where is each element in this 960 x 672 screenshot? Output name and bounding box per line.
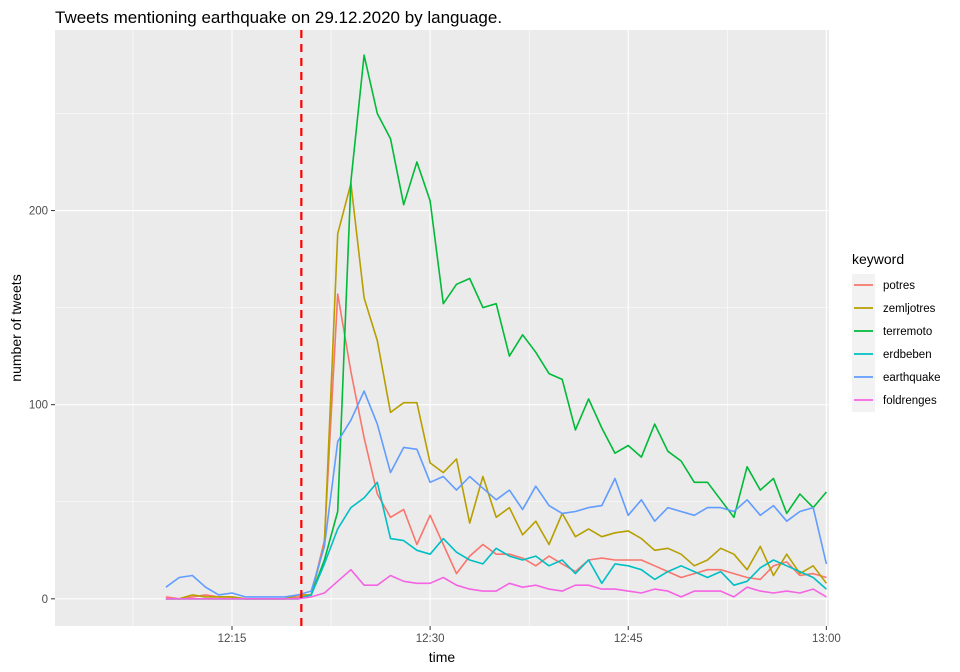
grid-major xyxy=(55,30,829,626)
legend-label-foldrenges: foldrenges xyxy=(883,395,937,407)
y-tick-label: 100 xyxy=(29,400,48,412)
series-lines xyxy=(165,54,828,600)
legend-label-erdbeben: erdbeben xyxy=(883,349,932,361)
y-axis-title: number of tweets xyxy=(8,274,24,381)
series-line-earthquake xyxy=(165,390,828,598)
x-axis-title: time xyxy=(429,649,456,665)
x-axis-ticks: 12:15 12:30 12:45 13:00 xyxy=(218,626,841,645)
legend-label-potres: potres xyxy=(883,280,915,292)
y-axis-ticks: 0 100 200 xyxy=(29,206,55,606)
grid-minor xyxy=(55,30,829,626)
series-line-foldrenges xyxy=(165,568,827,600)
legend-label-terremoto: terremoto xyxy=(883,326,932,338)
x-tick-label: 13:00 xyxy=(812,633,841,645)
legend-title: keyword xyxy=(852,251,904,267)
legend: keyword potres zemljotres terremoto erdbebe… xyxy=(852,251,941,412)
chart-title: Tweets mentioning earthquake on 29.12.20… xyxy=(55,8,502,27)
legend-label-zemljotres: zemljotres xyxy=(883,303,936,315)
plot-panel xyxy=(55,30,829,626)
x-tick-label: 12:15 xyxy=(218,633,247,645)
y-tick-label: 200 xyxy=(29,206,48,218)
x-tick-label: 12:45 xyxy=(614,633,643,645)
legend-label-earthquake: earthquake xyxy=(883,372,941,384)
x-tick-label: 12:30 xyxy=(416,633,445,645)
y-tick-label: 0 xyxy=(42,594,48,606)
